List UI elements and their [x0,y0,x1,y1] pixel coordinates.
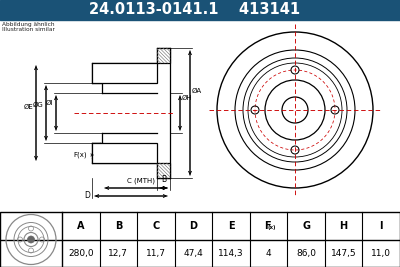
Text: C (MTH): C (MTH) [127,178,155,184]
Text: ØA: ØA [192,88,202,94]
Text: B: B [115,221,122,231]
Bar [157,163,170,178]
Text: D: D [190,221,198,231]
Text: A: A [77,221,84,231]
Text: 11,0: 11,0 [371,249,391,258]
Text: 280,0: 280,0 [68,249,94,258]
Text: H: H [340,221,348,231]
Text: ØH: ØH [182,95,193,101]
Circle shape [28,236,34,243]
Text: I: I [380,221,383,231]
Bar [92,143,157,163]
Text: G: G [302,221,310,231]
Text: 12,7: 12,7 [108,249,128,258]
Text: ØE: ØE [23,104,33,110]
Text: F: F [264,221,270,231]
Text: 147,5: 147,5 [331,249,356,258]
Text: ØI: ØI [46,100,53,106]
Text: 114,3: 114,3 [218,249,244,258]
Bar [0,212,400,267]
Text: ØG: ØG [32,102,43,108]
Text: 4: 4 [266,249,271,258]
Bar [92,63,157,83]
Text: B: B [161,175,166,184]
Text: Illustration similar: Illustration similar [2,27,55,32]
Text: (x): (x) [267,225,276,230]
Bar [157,48,170,63]
Text: 86,0: 86,0 [296,249,316,258]
Text: 24.0113-0141.1    413141: 24.0113-0141.1 413141 [90,2,300,18]
Text: 47,4: 47,4 [184,249,203,258]
Text: 11,7: 11,7 [146,249,166,258]
Text: E: E [228,221,234,231]
Text: Abbildung ähnlich: Abbildung ähnlich [2,22,54,27]
Text: C: C [152,221,160,231]
Bar [0,0,400,20]
Text: D: D [84,191,90,201]
Text: F(x): F(x) [73,152,87,158]
